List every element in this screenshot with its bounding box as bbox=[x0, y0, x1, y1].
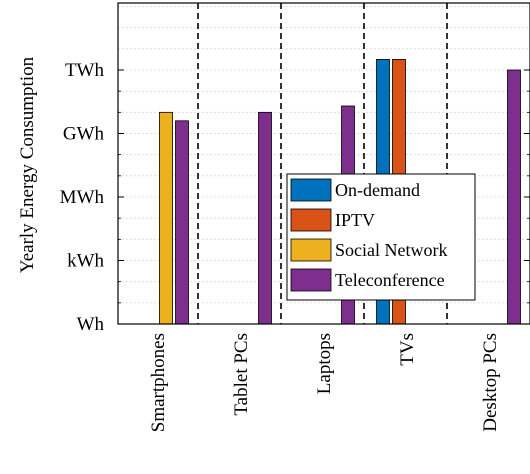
legend-swatch bbox=[290, 178, 332, 202]
bar bbox=[175, 120, 189, 325]
x-tick-label: Smartphones bbox=[148, 333, 169, 432]
x-tick-label: Laptops bbox=[314, 333, 335, 394]
legend-swatch bbox=[290, 238, 332, 262]
x-tick-label: Desktop PCs bbox=[480, 333, 501, 432]
legend-label: IPTV bbox=[335, 210, 375, 230]
x-tick-label: TVs bbox=[397, 333, 418, 366]
y-ticks: Wh kWh MWh GWh TWh bbox=[60, 60, 530, 335]
x-tick-label: Tablet PCs bbox=[231, 333, 252, 416]
y-tick-label: GWh bbox=[63, 124, 105, 145]
y-tick-label: TWh bbox=[65, 60, 105, 81]
bar bbox=[507, 69, 521, 325]
y-tick-label: Wh bbox=[77, 314, 105, 335]
y-tick-label: MWh bbox=[60, 187, 105, 208]
legend-swatch bbox=[290, 268, 332, 292]
legend-label: On-demand bbox=[335, 180, 420, 200]
plot-frame bbox=[117, 2, 530, 325]
legend: On-demand IPTV Social Network Teleconferenc… bbox=[286, 173, 476, 301]
category-separators bbox=[197, 3, 448, 324]
y-tick-label: kWh bbox=[67, 251, 104, 272]
legend-label: Social Network bbox=[335, 240, 447, 260]
x-tick-labels: Smartphones Tablet PCs Laptops TVs Desktop P… bbox=[148, 333, 501, 432]
bar bbox=[258, 111, 272, 325]
legend-swatch bbox=[290, 208, 332, 232]
bar bbox=[159, 111, 173, 325]
y-axis-label: Yearly Energy Consumption bbox=[17, 56, 38, 273]
legend-label: Teleconference bbox=[335, 270, 445, 290]
